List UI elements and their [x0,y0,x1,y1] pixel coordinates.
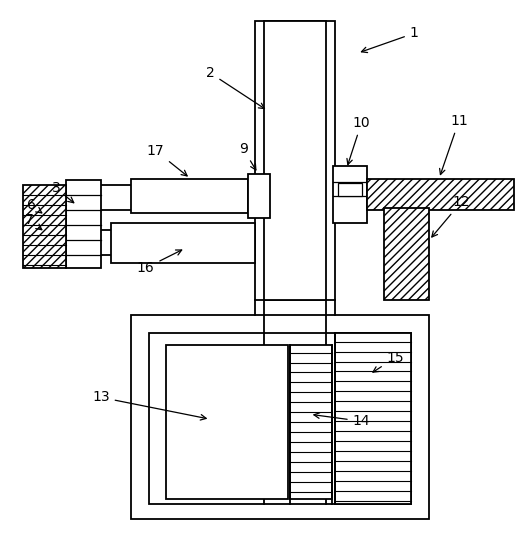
Bar [248,174,270,218]
Text: 6: 6 [27,198,42,213]
Bar [131,179,248,213]
Bar [131,315,429,519]
Text: 15: 15 [373,351,404,372]
Text: 2: 2 [206,66,265,109]
Bar [165,345,288,499]
Bar [148,333,411,504]
Text: 7: 7 [25,213,42,230]
Bar [264,21,326,300]
Bar [111,223,255,263]
Bar [335,333,411,504]
Text: 13: 13 [92,390,206,420]
Text: 1: 1 [362,26,419,53]
Text: 16: 16 [137,250,182,275]
Bar [337,184,363,196]
Text: 12: 12 [432,196,470,237]
Bar [255,21,335,300]
Bar [66,180,101,268]
Text: 14: 14 [314,413,370,428]
Text: 11: 11 [440,114,468,175]
Text: 17: 17 [147,144,187,176]
Bar [384,208,429,300]
Bar [23,185,66,268]
Text: 9: 9 [239,142,256,170]
Text: 10: 10 [347,116,370,164]
Text: 3: 3 [52,181,74,203]
Bar [333,165,367,223]
Bar [367,179,514,210]
Bar [290,345,332,499]
